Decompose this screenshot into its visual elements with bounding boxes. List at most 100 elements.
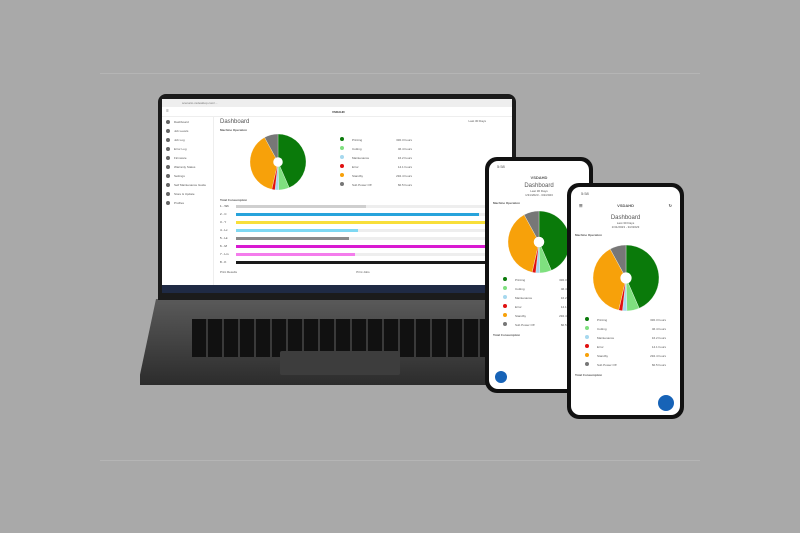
page-title: Dashboard bbox=[220, 119, 250, 125]
legend-item: Sub Power Off 60.5 hours bbox=[326, 180, 426, 189]
pie-slice-sub-power-off[interactable] bbox=[609, 245, 626, 279]
sidebar-item[interactable]: Profiles bbox=[162, 198, 213, 207]
divider bbox=[100, 73, 700, 74]
legend-label: Printing bbox=[515, 278, 526, 282]
legend-dot-icon bbox=[340, 137, 344, 141]
sidebar-item[interactable]: Dashboard bbox=[162, 117, 213, 126]
pie-slice-standby[interactable] bbox=[250, 137, 279, 190]
consumption-row: 8 - K bbox=[220, 258, 506, 266]
legend-dot-icon bbox=[503, 322, 507, 326]
ink-track bbox=[236, 236, 506, 240]
legend-label: Error bbox=[515, 305, 522, 309]
legend-label: Cutting bbox=[352, 147, 362, 151]
section-title: Machine Operation bbox=[220, 128, 248, 132]
pie-slice-sub-power-off[interactable] bbox=[264, 134, 279, 163]
url[interactable]: scenario.vsdesktop.com/... bbox=[182, 101, 218, 105]
dashboard-main: Dashboard Last 30 Days Machine Operation… bbox=[220, 119, 506, 274]
sidebar-icon bbox=[166, 174, 170, 178]
legend-dot-icon bbox=[585, 353, 589, 357]
keyboard bbox=[192, 319, 488, 357]
consumption-row: 2 - C bbox=[220, 210, 506, 218]
brand-logo: VSDAHD bbox=[530, 175, 548, 180]
browser-address-bar[interactable]: scenario.vsdesktop.com/... bbox=[162, 99, 512, 107]
app-header: ☰ VSDAHD bbox=[162, 107, 512, 117]
date-filter[interactable]: Last 30 Days bbox=[530, 189, 548, 193]
menu-icon[interactable]: ☰ bbox=[579, 203, 583, 208]
legend-dot-icon bbox=[340, 182, 344, 186]
legend-dot-icon bbox=[503, 286, 507, 290]
legend-label: Printing bbox=[352, 138, 363, 142]
ink-label: 4 - Lc bbox=[220, 228, 228, 232]
chat-button[interactable] bbox=[495, 371, 507, 383]
sidebar-item-label: Firmware bbox=[174, 156, 187, 160]
legend-label: Printing bbox=[597, 318, 608, 322]
legend-value: 16.2 hours bbox=[651, 335, 666, 340]
phone-front: 5:58 ☰ VSDAHD ↻ Dashboard Last 30 Days 1/3… bbox=[567, 183, 684, 419]
status-time: 5:58 bbox=[497, 164, 505, 169]
refresh-icon[interactable]: ↻ bbox=[668, 203, 672, 208]
sidebar-item[interactable]: Store & Update bbox=[162, 189, 213, 198]
sidebar-icon bbox=[166, 120, 170, 124]
consumption-row: 1 - Wh bbox=[220, 202, 506, 210]
menu-icon[interactable]: ☰ bbox=[166, 109, 169, 113]
page-title: Dashboard bbox=[524, 183, 554, 189]
legend-dot-icon bbox=[340, 155, 344, 159]
ink-track bbox=[236, 252, 506, 256]
legend-item: Printing 330.3 hours bbox=[326, 135, 426, 144]
ink-level-bar bbox=[236, 228, 358, 232]
ink-label: 2 - C bbox=[220, 212, 227, 216]
legend-dot-icon bbox=[503, 295, 507, 299]
legend-value: 330.3 hours bbox=[396, 137, 412, 142]
pie-slice-printing[interactable] bbox=[277, 134, 306, 188]
ink-level-bar bbox=[236, 260, 496, 264]
ink-track bbox=[236, 244, 506, 248]
date-filter[interactable]: Last 30 Days bbox=[616, 221, 635, 225]
touchpad bbox=[280, 351, 400, 375]
machine-pie-chart bbox=[508, 211, 570, 273]
legend-item: Maintenance 16.2 hours bbox=[571, 333, 680, 342]
legend-item: Standby 292.4 hours bbox=[571, 351, 680, 360]
legend-item: Cutting 46.4 hours bbox=[326, 144, 426, 153]
sidebar-icon bbox=[166, 192, 170, 196]
legend-label: Sub Power Off bbox=[597, 363, 617, 367]
legend-value: 14.1 hours bbox=[397, 164, 412, 169]
consumption-row: 6 - M bbox=[220, 242, 506, 250]
ink-track bbox=[236, 212, 506, 216]
chat-button[interactable] bbox=[658, 395, 674, 411]
legend-item: Printing 330.3 hours bbox=[571, 315, 680, 324]
legend-dot-icon bbox=[503, 304, 507, 308]
legend-dot-icon bbox=[340, 164, 344, 168]
legend-label: Error bbox=[352, 165, 359, 169]
sidebar-item[interactable]: Job Levels bbox=[162, 126, 213, 135]
sidebar-item[interactable]: Firmware bbox=[162, 153, 213, 162]
section-title: Total Consumption bbox=[220, 198, 248, 202]
sidebar-item[interactable]: Job Log bbox=[162, 135, 213, 144]
brand-logo: VSDAHD bbox=[332, 110, 345, 114]
sidebar-icon bbox=[166, 183, 170, 187]
legend-label: Sub Power Off bbox=[515, 323, 535, 327]
laptop: scenario.vsdesktop.com/... ☰ VSDAHD Dashb… bbox=[158, 94, 516, 300]
sidebar-item[interactable]: Error Log bbox=[162, 144, 213, 153]
date-filter[interactable]: Last 30 Days bbox=[468, 119, 486, 123]
pie-slice-sub-power-off[interactable] bbox=[523, 211, 540, 243]
sidebar-item[interactable]: Settings bbox=[162, 171, 213, 180]
pie-slice-standby[interactable] bbox=[592, 248, 626, 311]
ink-track bbox=[236, 260, 506, 264]
sidebar-item[interactable]: Self Maintenance Guide bbox=[162, 180, 213, 189]
ink-level-bar bbox=[236, 212, 479, 216]
legend-item: Standby 292.4 hours bbox=[326, 171, 426, 180]
legend-item: Maintenance 16.2 hours bbox=[326, 153, 426, 162]
print-filter[interactable]: Print Jobs bbox=[356, 270, 370, 274]
pie-slice-printing[interactable] bbox=[625, 245, 659, 309]
date-range: 1/31/2023 - 3/2/2023 bbox=[611, 225, 640, 229]
sidebar-item-label: Profiles bbox=[174, 201, 185, 205]
brand-logo: VSDAHD bbox=[617, 203, 635, 208]
legend-value: 330.3 hours bbox=[650, 317, 666, 322]
sidebar-item[interactable]: Warranty Status bbox=[162, 162, 213, 171]
ink-level-bar bbox=[236, 220, 493, 224]
legend-label: Maintenance bbox=[352, 156, 370, 160]
pie-slice-standby[interactable] bbox=[508, 214, 540, 273]
pie-legend: Printing 330.3 hours Cutting 46.4 hours Main… bbox=[571, 315, 680, 369]
legend-label: Maintenance bbox=[597, 336, 615, 340]
status-time: 5:58 bbox=[581, 191, 589, 196]
